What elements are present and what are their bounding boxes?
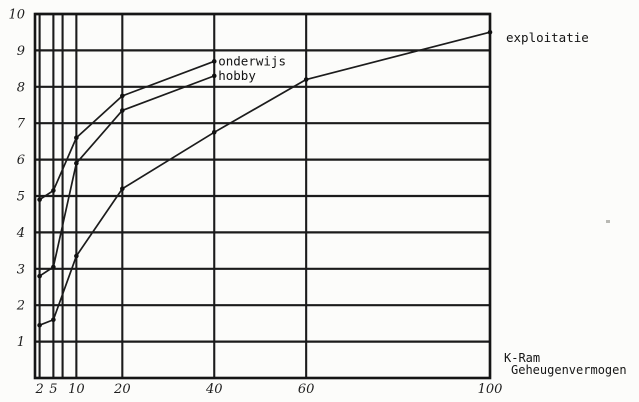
data-point-exploitatie: [37, 322, 42, 328]
series-line-hobby: [39, 75, 215, 277]
x-tick-label: 20: [113, 382, 131, 397]
data-point-exploitatie: [211, 130, 217, 135]
y-tick-label: 1: [17, 335, 25, 350]
data-point-exploitatie: [74, 253, 79, 259]
x-axis-label-line1: K-Ram: [504, 351, 541, 365]
x-tick-label: 100: [478, 382, 503, 397]
y-tick-label: 6: [17, 153, 25, 168]
y-tick-label: 7: [17, 117, 26, 132]
data-point-onderwijs: [120, 93, 125, 99]
data-point-onderwijs: [74, 135, 79, 141]
y-tick-label: 5: [17, 190, 25, 205]
scan-noise-speck: [606, 220, 610, 223]
series-line-exploitatie: [39, 31, 491, 327]
x-tick-label: 40: [205, 382, 223, 397]
data-point-hobby: [211, 73, 217, 79]
x-tick-label: 5: [49, 382, 57, 397]
series-label-hobby: hobby: [218, 68, 256, 83]
data-point-exploitatie: [51, 317, 56, 323]
series-label-exploitatie: exploitatie: [506, 30, 589, 45]
x-axis-label-line2: Geheugenvermogen: [511, 363, 627, 377]
y-tick-label: 4: [16, 226, 25, 241]
x-tick-label: 2: [34, 382, 43, 397]
data-point-exploitatie: [120, 186, 125, 192]
plot-border: [33, 12, 492, 380]
data-point-exploitatie: [303, 77, 309, 82]
data-point-exploitatie: [487, 29, 493, 35]
data-point-hobby: [74, 160, 79, 166]
y-tick-label: 3: [17, 262, 25, 277]
x-tick-label: 10: [68, 382, 85, 397]
data-point-onderwijs: [37, 197, 42, 202]
data-point-onderwijs: [211, 59, 217, 64]
data-point-onderwijs: [51, 188, 56, 193]
data-point-hobby: [37, 273, 42, 279]
y-tick-label: 2: [16, 299, 25, 314]
y-tick-label: 10: [8, 8, 25, 23]
x-tick-label: 60: [298, 382, 315, 397]
data-point-hobby: [51, 264, 56, 270]
y-tick-label: 8: [17, 80, 25, 95]
series-line-onderwijs: [39, 60, 215, 201]
series-label-onderwijs: onderwijs: [218, 53, 286, 68]
y-tick-label: 9: [17, 44, 25, 59]
data-point-hobby: [120, 108, 125, 113]
